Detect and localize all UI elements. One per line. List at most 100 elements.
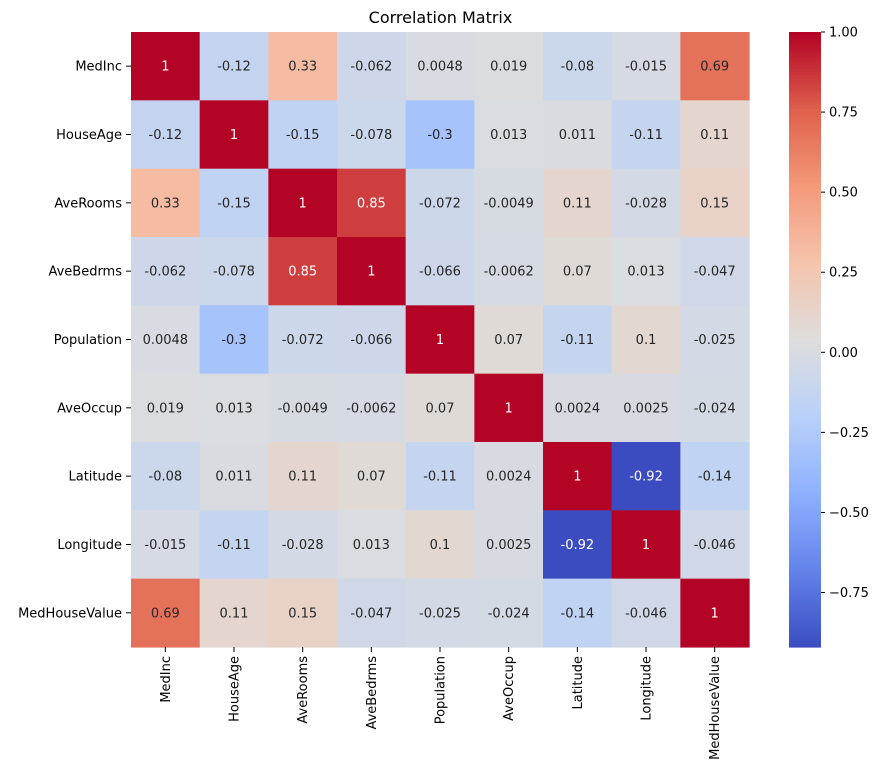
colorbar-strip — [789, 124, 821, 128]
colorbar-strip — [789, 560, 821, 565]
heatmap-cell — [474, 32, 544, 101]
colorbar-strip — [789, 407, 821, 411]
colorbar-strip — [789, 32, 821, 36]
colorbar-strip — [789, 78, 821, 82]
colorbar-strip — [789, 115, 821, 119]
colorbar-strip — [789, 376, 821, 381]
colorbar-strip — [789, 425, 821, 430]
column-tick-label: AveBedrms — [365, 656, 380, 730]
colorbar-strip — [789, 35, 821, 39]
colorbar-strip — [789, 401, 821, 405]
colorbar-strip — [789, 121, 821, 125]
colorbar-strip — [789, 130, 821, 135]
heatmap-cell — [680, 510, 750, 580]
colorbar-strip — [789, 444, 821, 448]
cell-value-label: -0.046 — [694, 538, 736, 553]
colorbar-strip — [789, 373, 821, 378]
colorbar-strip — [789, 597, 821, 602]
colorbar-strip — [789, 354, 821, 359]
colorbar-strip — [789, 225, 821, 230]
cell-value-label: 1 — [642, 538, 650, 553]
colorbar-strip — [789, 253, 821, 258]
column-tick-label: MedInc — [159, 656, 174, 703]
column-tick-label: HouseAge — [228, 656, 243, 722]
colorbar-strip — [789, 93, 821, 98]
heatmap-cell — [199, 441, 269, 511]
cell-value-label: 0.33 — [151, 196, 180, 211]
heatmap-cell — [543, 510, 613, 580]
cell-value-label: -0.025 — [419, 606, 461, 621]
heatmap-cell — [680, 305, 750, 375]
colorbar-strip — [789, 585, 821, 590]
colorbar-strip — [789, 38, 821, 42]
row-tick-label: Longitude — [57, 538, 122, 553]
colorbar-strip — [789, 582, 821, 587]
heatmap-cell — [337, 578, 407, 648]
cell-value-label: 0.013 — [215, 401, 252, 416]
heatmap-cell — [680, 236, 750, 306]
cell-value-label: 1 — [299, 196, 307, 211]
colorbar-strip — [789, 176, 821, 181]
cell-value-label: -0.11 — [217, 538, 251, 553]
colorbar-strip — [789, 234, 821, 239]
heatmap-cell — [131, 578, 201, 648]
colorbar-strip — [789, 250, 821, 255]
heatmap-cell — [474, 168, 544, 238]
cell-value-label: 1 — [367, 265, 375, 280]
heatmap-cell — [680, 100, 750, 170]
colorbar-strip — [789, 68, 821, 73]
colorbar-strip — [789, 271, 821, 276]
cell-value-label: -0.062 — [350, 60, 392, 75]
cell-value-label: -0.12 — [217, 60, 251, 75]
colorbar-strip — [789, 453, 821, 457]
cell-value-label: -0.0062 — [484, 265, 534, 280]
column-tick-label: Longitude — [640, 656, 655, 721]
cell-value-label: 0.69 — [700, 60, 729, 75]
colorbar-strip — [789, 333, 821, 338]
colorbar-strip — [789, 339, 821, 344]
colorbar-strip — [789, 551, 821, 556]
heatmap-cell — [268, 373, 338, 443]
heatmap-cell — [268, 441, 338, 511]
cell-value-label: -0.024 — [488, 606, 530, 621]
heatmap-cell — [474, 441, 544, 511]
colorbar-strip — [789, 490, 821, 494]
colorbar-strip — [789, 413, 821, 417]
cell-value-label: 0.0024 — [555, 401, 601, 416]
heatmap-cell — [611, 305, 681, 375]
colorbar-strip — [789, 222, 821, 227]
cell-value-label: -0.92 — [629, 470, 663, 485]
heatmap-cell — [611, 578, 681, 648]
colorbar-strip — [789, 324, 821, 328]
heatmap-cell — [474, 510, 544, 580]
heatmap-cell — [131, 32, 201, 101]
heatmap-cell — [199, 236, 269, 306]
cell-value-label: -0.028 — [625, 196, 667, 211]
colorbar-strip — [789, 216, 821, 221]
colorbar-strip — [789, 640, 821, 645]
colorbar-strip — [789, 484, 821, 488]
colorbar-strip — [789, 118, 821, 122]
colorbar-tick-label: 0.25 — [829, 266, 858, 281]
cell-value-label: -0.062 — [144, 265, 186, 280]
heatmap-cell — [337, 236, 407, 306]
heatmap-cell — [405, 100, 475, 170]
colorbar-strip — [789, 422, 821, 427]
colorbar-strip — [789, 450, 821, 454]
colorbar-strip — [789, 111, 821, 116]
colorbar-strip — [789, 87, 821, 92]
row-tick-label: Latitude — [68, 470, 122, 485]
colorbar-strip — [789, 603, 821, 608]
colorbar-tick-label: −0.25 — [829, 426, 869, 441]
heatmap-cell — [131, 373, 201, 443]
colorbar-strip — [789, 81, 821, 85]
colorbar-strip — [789, 330, 821, 334]
colorbar-strip — [789, 622, 821, 627]
colorbar-strip — [789, 102, 821, 107]
cell-value-label: -0.08 — [561, 60, 595, 75]
colorbar-strip — [789, 201, 821, 205]
cell-value-label: 0.011 — [559, 128, 596, 143]
cell-value-label: -0.3 — [221, 333, 246, 348]
colorbar-strip — [789, 557, 821, 562]
